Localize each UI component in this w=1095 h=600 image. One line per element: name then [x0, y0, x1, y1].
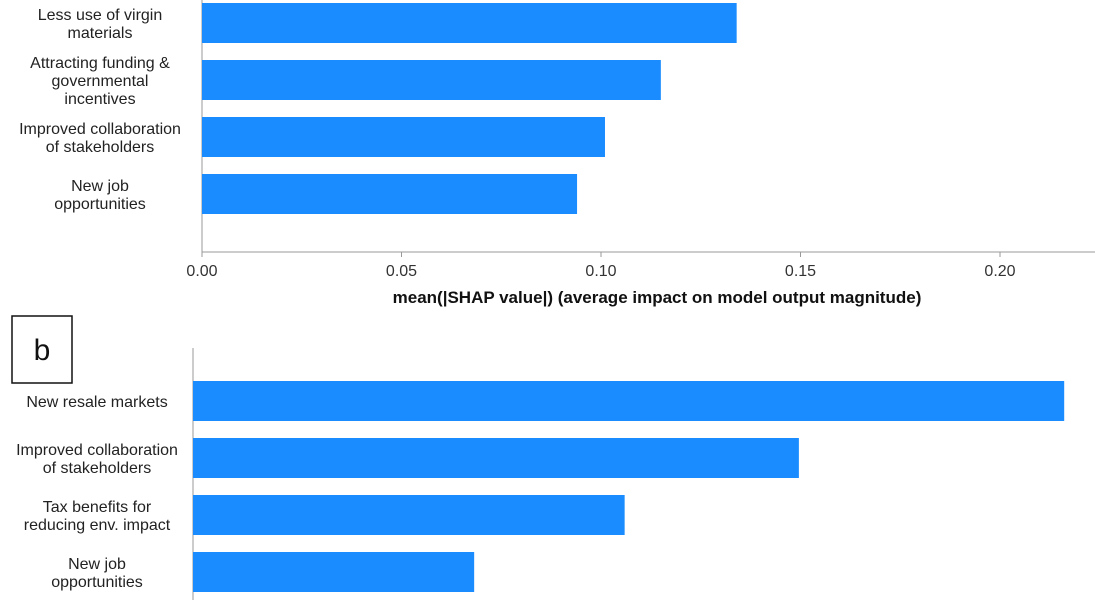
panel-a-bar — [202, 60, 661, 100]
panel-b-category-label: Tax benefits for reducing env. impact — [24, 499, 171, 534]
panel-a-category-label: New job opportunities — [54, 178, 146, 213]
panel-a-x-tick-label: 0.15 — [785, 263, 816, 280]
panel-b-label-box — [11, 315, 73, 384]
panel-a-x-tick-label: 0.20 — [984, 263, 1015, 280]
panel-a-x-tick-label: 0.00 — [186, 263, 217, 280]
panel-a-chart: Less use of virgin materials Attracting fu… — [19, 0, 1095, 307]
panel-b-label: b — [34, 334, 51, 367]
panel-b-category-label: Improved collaboration of stakeholders — [16, 442, 178, 477]
panel-a-bar — [202, 3, 737, 43]
panel-a-category-label: Attracting funding & governmental incentiv… — [30, 55, 170, 108]
panel-b-chart: b New resale markets Improved collaborati… — [11, 315, 1065, 600]
panel-b-bar — [193, 495, 625, 535]
panel-a-category-label: Improved collaboration of stakeholders — [19, 121, 181, 156]
panel-b-bar — [193, 438, 799, 478]
panel-a-bar — [202, 117, 605, 157]
panel-b-category-label: New job opportunities — [51, 556, 143, 591]
panel-a-x-tick-label: 0.05 — [386, 263, 417, 280]
panel-b-category-label: New resale markets — [26, 394, 167, 411]
panel-a-bar — [202, 174, 578, 214]
panel-b-bar — [193, 381, 1065, 421]
panel-b-bar — [193, 552, 475, 592]
panel-a-category-label: Less use of virgin materials — [38, 7, 163, 42]
panel-a-x-axis-title: mean(|SHAP value|) (average impact on mo… — [393, 288, 922, 307]
panel-a-x-tick-label: 0.10 — [585, 263, 616, 280]
